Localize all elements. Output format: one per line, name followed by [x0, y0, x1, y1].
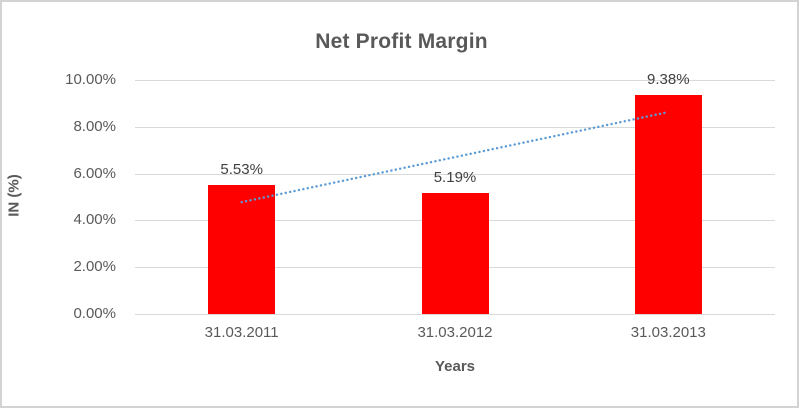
bar	[208, 184, 276, 314]
bar-value-label: 9.38%	[647, 70, 690, 88]
x-tick-label: 31.03.2012	[417, 324, 493, 341]
bar	[634, 94, 702, 314]
y-tick-label: 8.00%	[73, 117, 116, 135]
y-tick-label: 0.00%	[73, 305, 116, 322]
y-axis-title: IN (%)	[5, 174, 23, 217]
chart-title: Net Profit Margin	[315, 30, 488, 53]
y-tick-label: 4.00%	[73, 211, 116, 229]
y-tick-label: 10.00%	[65, 71, 116, 88]
bar-value-label: 5.53%	[220, 160, 263, 178]
plot-area: 5.53% 5.19% 9.38%	[135, 71, 775, 315]
y-tick-label: 2.00%	[73, 258, 116, 276]
x-axis-title: Years	[434, 358, 476, 375]
bar-value-label: 5.19%	[433, 168, 477, 186]
y-tick-label: 6.00%	[73, 164, 116, 182]
gridline	[135, 314, 775, 315]
gridline	[135, 80, 775, 81]
x-tick-label: 31.03.2013	[630, 324, 706, 341]
bar	[421, 192, 489, 314]
x-tick-label: 31.03.2011	[204, 324, 279, 341]
